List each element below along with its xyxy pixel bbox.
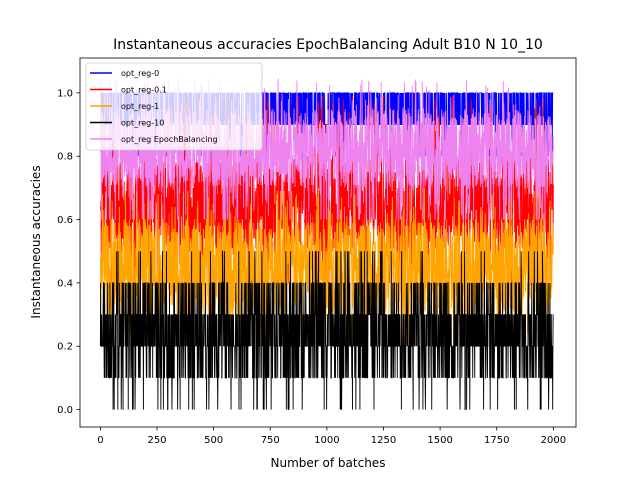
y-tick-label: 0.4 <box>57 278 73 289</box>
x-tick-label: 500 <box>204 435 223 446</box>
y-tick-label: 0.2 <box>57 342 73 353</box>
x-tick-label: 0 <box>97 435 103 446</box>
x-tick-label: 1500 <box>427 435 452 446</box>
series-line-2 <box>99 187 554 347</box>
y-axis-label: Instantaneous accuracies <box>29 165 43 318</box>
x-tick-label: 1000 <box>314 435 339 446</box>
legend-label: opt_reg-0.1 <box>121 86 167 95</box>
x-axis: 0 250 500 750 1000 1250 1500 1750 2000 <box>97 427 566 446</box>
legend-entries: opt_reg-0 opt_reg-0.1 opt_reg-1 opt_reg-10o… <box>90 69 218 144</box>
legend-label: opt_reg-0 <box>121 69 159 78</box>
x-tick-label: 1250 <box>371 435 396 446</box>
y-axis: 0.0 0.2 0.4 0.6 0.8 1.0 <box>57 88 80 416</box>
legend: opt_reg-0 opt_reg-0.1 opt_reg-1 opt_reg-10o… <box>85 62 263 151</box>
x-axis-label: Number of batches <box>271 456 386 470</box>
series-line-3 <box>99 250 554 411</box>
x-tick-label: 250 <box>147 435 166 446</box>
legend-label: opt_reg-1 <box>121 102 159 111</box>
legend-label: opt_reg EpochBalancing <box>121 135 218 144</box>
plot-frame <box>79 57 577 428</box>
x-tick-label: 750 <box>261 435 280 446</box>
y-tick-label: 1.0 <box>57 88 73 99</box>
y-tick-label: 0.6 <box>57 215 73 226</box>
chart-title: Instantaneous accuracies EpochBalancing … <box>113 37 543 53</box>
legend-frame <box>85 62 263 151</box>
x-tick-label: 1750 <box>484 435 509 446</box>
y-tick-label: 0.8 <box>57 152 73 163</box>
legend-label: opt_reg-10 <box>121 119 164 128</box>
x-tick-label: 2000 <box>541 435 566 446</box>
y-tick-label: 0.0 <box>57 405 73 416</box>
